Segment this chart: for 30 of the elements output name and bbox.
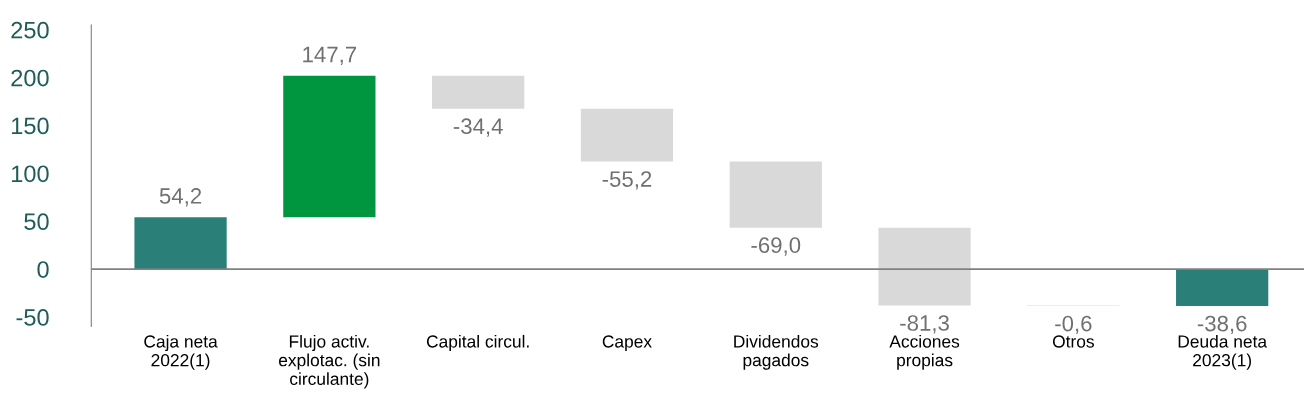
y-tick-label: 250 <box>11 21 49 39</box>
bar <box>283 75 376 218</box>
x-tick-label: Capex <box>602 335 652 352</box>
y-tick-label: 0 <box>37 261 49 278</box>
y-tick-label: 100 <box>12 165 49 183</box>
y-tick-label: 150 <box>12 117 49 135</box>
bar <box>580 108 674 162</box>
data-label: -38,6 <box>1197 315 1247 335</box>
y-tick-label: 50 <box>24 213 49 231</box>
data-label: -55,2 <box>602 171 652 190</box>
x-tick-label: Caja neta 2022(1) <box>144 334 218 370</box>
x-tick-label: Otros <box>1052 335 1094 348</box>
data-label: -34,4 <box>453 118 503 137</box>
y-tick-label: -50 <box>16 309 49 326</box>
data-label: -0,6 <box>1055 315 1092 335</box>
data-label: -69,0 <box>751 237 801 256</box>
bar <box>1176 269 1269 307</box>
data-label: 54,2 <box>159 188 202 207</box>
bar <box>134 217 227 270</box>
bar <box>729 161 822 228</box>
x-tick-label: Dividendos pagados <box>734 334 819 370</box>
bar <box>878 227 971 306</box>
x-tick-label: Acciones propias <box>889 334 960 370</box>
x-tick-label: Capital circul. <box>426 334 529 352</box>
y-tick-label: 200 <box>11 69 49 87</box>
data-label: -81,3 <box>900 315 949 334</box>
bar <box>432 75 525 109</box>
x-tick-label: Flujo activ. explotac. (sin circulante) <box>278 334 380 389</box>
x-tick-label: Deuda neta 2023(1) <box>1178 334 1268 370</box>
data-label: 147,7 <box>303 46 357 65</box>
